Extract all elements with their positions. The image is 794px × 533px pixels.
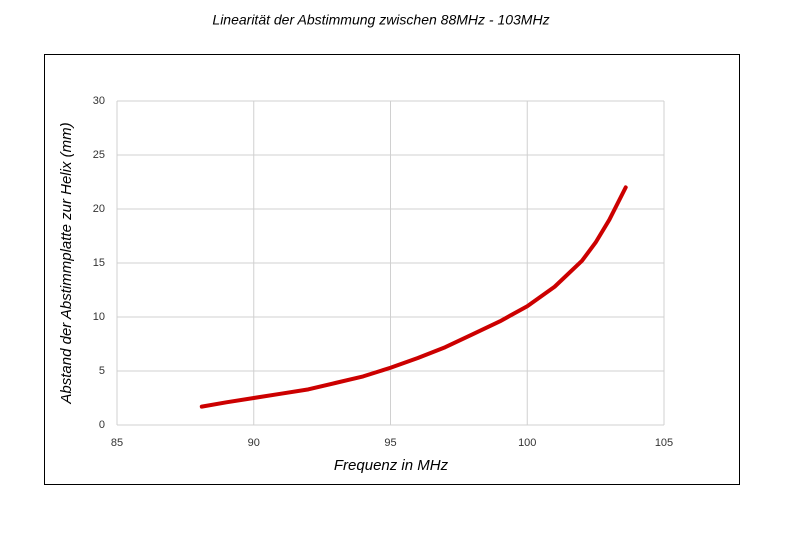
- x-tick-label: 105: [655, 437, 673, 449]
- chart-frame: [44, 54, 740, 485]
- y-tick-label: 15: [93, 257, 105, 269]
- chart-title: Linearität der Abstimmung zwischen 88MHz…: [212, 12, 549, 28]
- y-tick-label: 25: [93, 149, 105, 161]
- y-tick-label: 0: [99, 419, 105, 431]
- y-tick-label: 20: [93, 203, 105, 215]
- x-tick-label: 90: [248, 437, 260, 449]
- y-axis-label: Abstand der Abstimmplatte zur Helix (mm): [58, 122, 75, 404]
- y-tick-label: 10: [93, 311, 105, 323]
- x-tick-label: 95: [384, 437, 396, 449]
- y-tick-label: 5: [99, 365, 105, 377]
- data-line: [199, 185, 628, 409]
- y-tick-label: 30: [93, 95, 105, 107]
- x-tick-label: 85: [111, 437, 123, 449]
- x-tick-label: 100: [518, 437, 536, 449]
- x-axis-label: Frequenz in MHz: [334, 457, 449, 474]
